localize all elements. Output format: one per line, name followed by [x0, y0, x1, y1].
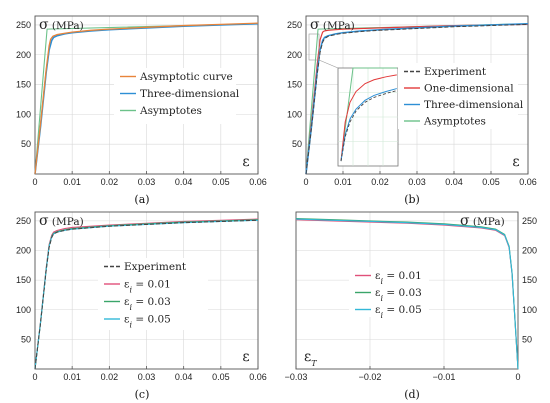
panel-c: 0 0.01 0.02 0.03 0.04 0.05 0.06 50 100 150 200 250 σ… [16, 211, 267, 382]
legend-background [98, 258, 208, 330]
y-tick-label: 150 [287, 80, 302, 90]
x-tick-label: −0.02 [359, 372, 382, 382]
series-line [305, 23, 529, 175]
legend-label: εi = 0.01 [124, 279, 171, 295]
x-tick-label: 0.03 [138, 177, 156, 187]
x-tick-label: 0.06 [249, 372, 267, 382]
x-tick-label: 0.04 [175, 372, 193, 382]
sub-label-b: (b) [404, 193, 420, 206]
legend-label: Asymptotic curve [139, 71, 233, 83]
x-tick-label: 0.04 [175, 177, 193, 187]
x-axis-label: ε [512, 154, 519, 170]
x-tick-label: 0.01 [334, 177, 352, 187]
y-tick-label: 200 [16, 246, 31, 256]
y-tick-label: 100 [522, 305, 537, 315]
x-tick-label: 0.05 [212, 372, 230, 382]
inset-series-line [340, 88, 397, 162]
x-tick-label: 0.06 [519, 177, 537, 187]
legend: Experiment One-dimensional Three-dimension… [398, 63, 524, 129]
x-axis-label: ε [242, 154, 249, 170]
y-tick-label: 200 [16, 50, 31, 60]
sub-label-d: (d) [404, 388, 420, 401]
x-tick-label: 0.01 [63, 177, 81, 187]
inset-series-line [340, 90, 397, 162]
panel-d: −0.03 −0.02 −0.01 0 50 100 150 200 250 σ (MPa) εT ε… [285, 211, 537, 382]
y-tick-label: 250 [16, 216, 31, 226]
panel-a: 0 0.01 0.02 0.03 0.04 0.05 0.06 50 100 150 200 250 σ… [16, 15, 267, 187]
zoom-connector [318, 59, 339, 69]
y-tick-label: 50 [522, 334, 532, 344]
x-tick-label: 0.02 [101, 372, 119, 382]
inset-series-line [340, 67, 397, 162]
series-line [34, 22, 259, 175]
x-tick-label: −0.03 [285, 372, 308, 382]
legend: Asymptotic curve Three-dimensional Asympto… [114, 68, 240, 124]
x-tick-label: 0.05 [212, 177, 230, 187]
legend-label: Experiment [424, 66, 487, 78]
legend-label: εi = 0.03 [124, 296, 171, 312]
y-tick-label: 150 [16, 275, 31, 285]
y-tick-label: 50 [21, 334, 31, 344]
y-axis-label: σ (MPa) [460, 213, 505, 229]
x-tick-label: 0.02 [371, 177, 389, 187]
y-tick-label: 250 [287, 20, 302, 30]
legend-label: εi = 0.01 [375, 270, 422, 286]
x-tick-label: 0.04 [445, 177, 463, 187]
y-axis-label: σ (MPa) [39, 213, 84, 229]
x-tick-label: 0.03 [408, 177, 426, 187]
y-tick-label: 100 [287, 109, 302, 119]
y-tick-label: 250 [16, 20, 31, 30]
x-tick-label: 0.02 [101, 177, 119, 187]
panel-b: 0 0.01 0.02 0.03 0.04 0.05 0.06 50 100 150 200 250 σ… [287, 15, 537, 187]
sub-label-c: (c) [135, 388, 150, 401]
x-tick-label: 0 [32, 372, 37, 382]
zoom-region [308, 33, 320, 61]
x-axis-label: ε [242, 349, 249, 365]
x-tick-label: 0 [515, 372, 520, 382]
legend-label: Asymptotes [423, 116, 486, 128]
legend-label: Asymptotes [139, 105, 202, 117]
legend-label: Experiment [124, 261, 187, 273]
y-axis-label: σ (MPa) [39, 17, 84, 33]
x-tick-label: 0.05 [482, 177, 500, 187]
y-axis-label: σ (MPa) [310, 17, 355, 33]
legend-label: εi = 0.05 [375, 304, 422, 320]
x-tick-label: 0 [303, 177, 308, 187]
sub-label-a: (a) [134, 193, 149, 206]
x-axis-label: εT [304, 349, 317, 368]
y-tick-label: 100 [16, 109, 31, 119]
y-tick-label: 150 [522, 275, 537, 285]
y-tick-label: 200 [287, 50, 302, 60]
x-tick-label: 0.06 [249, 177, 267, 187]
legend-label: Three-dimensional [424, 99, 524, 111]
y-tick-label: 50 [21, 139, 31, 149]
legend-label: εi = 0.05 [124, 314, 171, 330]
plot-frame [295, 211, 519, 370]
legend-background [114, 68, 236, 124]
inset-series-line [340, 74, 397, 162]
legend-label: Three-dimensional [140, 88, 240, 100]
y-tick-label: 150 [16, 80, 31, 90]
series-line [295, 218, 519, 370]
x-tick-label: 0.01 [63, 372, 81, 382]
x-tick-label: 0.03 [138, 372, 156, 382]
y-tick-label: 50 [292, 139, 302, 149]
legend-label: εi = 0.03 [375, 287, 422, 303]
x-tick-label: 0 [32, 177, 37, 187]
x-tick-label: −0.01 [433, 372, 456, 382]
y-tick-label: 100 [16, 305, 31, 315]
y-tick-label: 200 [522, 246, 537, 256]
inset-chart [337, 67, 399, 167]
legend-label: One-dimensional [424, 83, 514, 95]
legend-background [398, 63, 518, 129]
series-line [34, 219, 259, 370]
y-tick-label: 250 [522, 216, 537, 226]
